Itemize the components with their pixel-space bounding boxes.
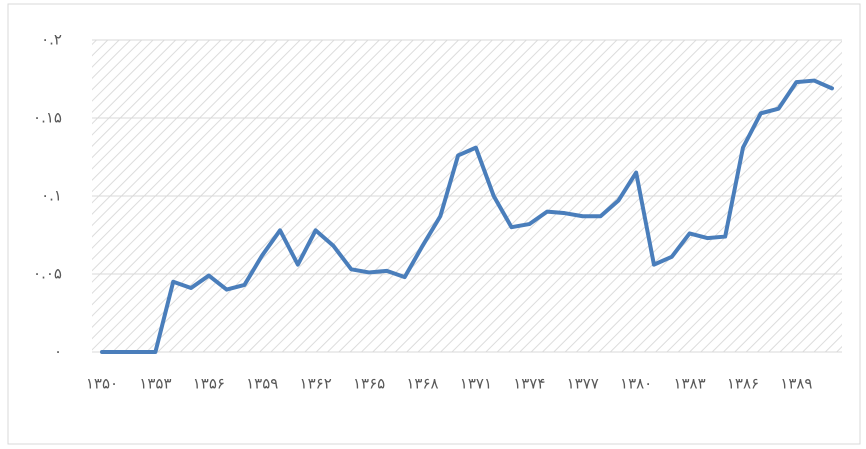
y-tick-label: ۰.۰۵ bbox=[33, 265, 62, 283]
x-tick-label: ۱۳۵۹ bbox=[246, 375, 278, 393]
y-tick-label: ۰.۲ bbox=[41, 31, 62, 49]
chart-border bbox=[7, 3, 861, 445]
x-tick-label: ۱۳۸۰ bbox=[620, 375, 652, 393]
x-tick-label: ۱۳۵۶ bbox=[193, 375, 225, 393]
x-tick-label: ۱۳۷۱ bbox=[460, 375, 492, 393]
x-tick-label: ۱۳۶۲ bbox=[300, 375, 332, 393]
x-tick-label: ۱۳۵۰ bbox=[86, 375, 118, 393]
x-tick-label: ۱۳۸۶ bbox=[727, 375, 759, 393]
y-tick-label: ۰ bbox=[54, 343, 62, 361]
x-tick-label: ۱۳۶۵ bbox=[353, 375, 385, 393]
x-tick-label: ۱۳۷۷ bbox=[567, 375, 599, 393]
y-tick-label: ۰.۱۵ bbox=[33, 109, 62, 127]
x-tick-label: ۱۳۸۳ bbox=[673, 375, 705, 393]
x-tick-label: ۱۳۸۹ bbox=[780, 375, 812, 393]
x-tick-label: ۱۳۶۸ bbox=[406, 375, 438, 393]
y-tick-label: ۰.۱ bbox=[41, 187, 62, 205]
data-line bbox=[100, 78, 834, 354]
x-tick-label: ۱۳۵۳ bbox=[139, 375, 171, 393]
x-tick-label: ۱۳۷۴ bbox=[513, 375, 545, 393]
